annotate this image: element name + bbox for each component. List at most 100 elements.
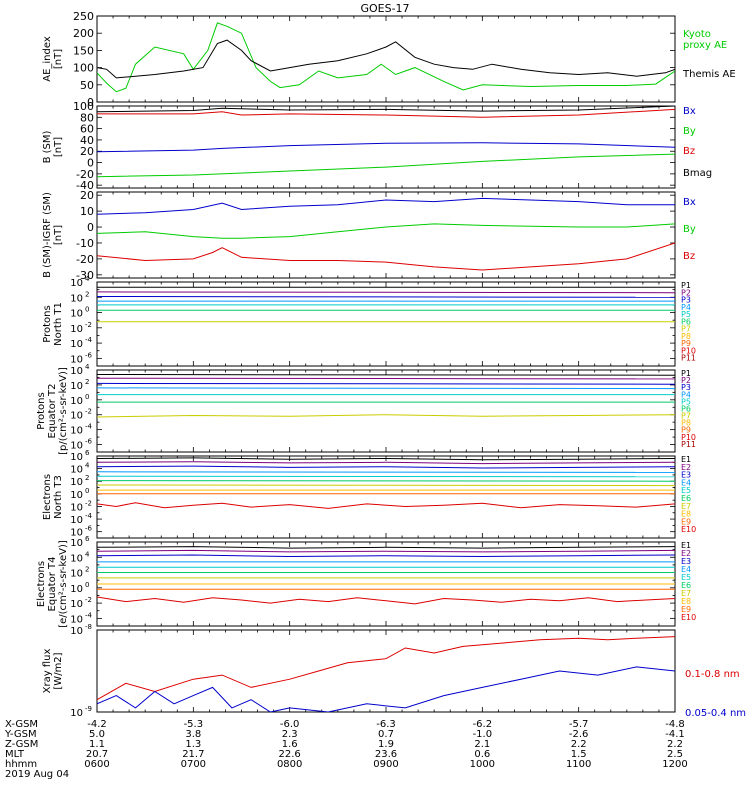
series-line-bz <box>97 108 675 118</box>
series-line-by <box>97 153 675 178</box>
y-tick-label: 10 <box>70 626 83 637</box>
legend-entry: Bz <box>683 251 695 262</box>
legend-entry: E1 <box>681 541 691 550</box>
ephemeris-value: -6.2 <box>473 719 493 730</box>
legend-entry: P9 <box>681 339 691 348</box>
y-axis-label: [e/(cm²-s-sr-keV)] <box>58 540 69 628</box>
legend-entry: P3 <box>681 296 691 305</box>
legend-entry: E10 <box>681 613 696 622</box>
ephemeris-value: 5.0 <box>89 729 105 740</box>
y-tick-label: 0 <box>87 221 94 234</box>
series-line-p1 <box>97 374 675 376</box>
y-tick-label: 10 <box>70 599 83 610</box>
y-tick-exponent: -2 <box>85 321 92 329</box>
y-tick-label: 100 <box>73 100 94 113</box>
ephemeris-row-label: Z-GSM <box>5 739 38 750</box>
legend-entry: P9 <box>681 426 691 435</box>
legend-entry: E8 <box>681 510 691 519</box>
y-axis-label: Equator T2 <box>47 384 58 439</box>
series-line-p2 <box>97 377 675 380</box>
legend-entry: P2 <box>681 288 691 297</box>
ephemeris-value: -6.0 <box>280 719 300 730</box>
legend-entry: Kyoto <box>683 29 711 40</box>
series-line-by <box>97 223 675 239</box>
ephemeris-value: 2.2 <box>667 739 683 750</box>
series-line-e1 <box>97 457 675 461</box>
y-tick-label: -20 <box>76 253 94 266</box>
legend-entry: Bx <box>683 106 696 117</box>
legend-entry: P4 <box>681 303 691 312</box>
legend-entry: E8 <box>681 597 691 606</box>
legend-entry: P8 <box>681 419 691 428</box>
y-tick-label: 10 <box>70 324 83 335</box>
ephemeris-row-label: Y-GSM <box>4 729 37 740</box>
series-line-0-1-0-8-nm <box>97 636 675 701</box>
series-line-e2 <box>97 549 675 553</box>
ephemeris-value: -2.6 <box>569 729 589 740</box>
series-line-e7 <box>97 484 675 487</box>
legend-entry: E4 <box>681 478 691 487</box>
legend-entry: P10 <box>681 433 696 442</box>
ephemeris-value: -4.8 <box>665 719 685 730</box>
y-axis-label: Protons <box>36 392 47 429</box>
y-tick-exponent: -4 <box>85 512 93 520</box>
legend-entry: P7 <box>681 412 691 421</box>
series-line-bx <box>97 142 675 153</box>
series-line-p4 <box>97 387 675 390</box>
y-axis-label: [nT] <box>53 225 64 245</box>
y-axis-label: Protons <box>42 305 53 342</box>
y-tick-exponent: 0 <box>85 487 89 495</box>
y-tick-exponent: 4 <box>85 363 90 371</box>
ephemeris-value: -4.2 <box>87 719 107 730</box>
y-tick-exponent: -2 <box>85 499 92 507</box>
legend-entry: P7 <box>681 325 691 334</box>
y-tick-exponent: 2 <box>85 290 89 298</box>
y-tick-label: 10 <box>70 502 83 513</box>
legend-entry: By <box>683 126 696 137</box>
ephemeris-value: -1.0 <box>473 729 493 740</box>
y-tick-label: 40 <box>80 134 94 147</box>
legend-entry: Bx <box>683 197 696 208</box>
y-tick-exponent: 2 <box>85 378 89 386</box>
y-tick-label: 10 <box>70 426 83 437</box>
ephemeris-value: 1.6 <box>282 739 298 750</box>
ephemeris-value: 1100 <box>566 759 591 770</box>
y-axis-label: Electrons <box>42 474 53 520</box>
legend-entry: 0.1-0.8 nm <box>685 669 740 680</box>
ephemeris-value: 2.1 <box>474 739 490 750</box>
y-tick-label: 10 <box>70 452 83 463</box>
series-line-e10 <box>97 502 675 509</box>
legend-entry: E10 <box>681 525 696 534</box>
y-axis-label: Equator T4 <box>47 557 58 612</box>
legend-entry: P1 <box>681 281 691 290</box>
ephemeris-value: 0700 <box>181 759 206 770</box>
y-axis-label: [nT] <box>53 137 64 157</box>
legend-entry: By <box>683 224 696 235</box>
series-line-e3 <box>97 465 675 469</box>
legend-entry: E3 <box>681 557 691 566</box>
y-tick-exponent: -2 <box>85 596 92 604</box>
y-tick-label: -30 <box>76 269 94 282</box>
legend-entry: E9 <box>681 605 691 614</box>
legend-entry: E3 <box>681 471 691 480</box>
ephemeris-row-label: hhmm <box>5 759 37 770</box>
y-tick-label: 10 <box>70 366 83 377</box>
panel-frame <box>96 281 676 367</box>
y-axis-label: Electrons <box>36 561 47 607</box>
y-tick-label: 0 <box>87 157 94 170</box>
y-tick-label: 100 <box>73 62 94 75</box>
y-tick-label: 10 <box>70 477 83 488</box>
y-tick-label: 10 <box>70 538 83 549</box>
ephemeris-value: 0.7 <box>378 729 394 740</box>
y-tick-label: 250 <box>73 10 94 23</box>
series-line-p7 <box>97 414 675 418</box>
y-tick-label: 10 <box>70 441 83 452</box>
y-tick-exponent: -6 <box>85 438 93 446</box>
panel-3: -30 -20 -10 0 10 20 B (SM)-IGRF (SM) [nT] Bx By Bz <box>42 189 696 282</box>
y-tick-exponent: -4 <box>85 336 93 344</box>
ephemeris-value: 2.5 <box>667 749 683 760</box>
y-tick-label: -10 <box>76 237 94 250</box>
series-line-p2 <box>97 291 675 294</box>
